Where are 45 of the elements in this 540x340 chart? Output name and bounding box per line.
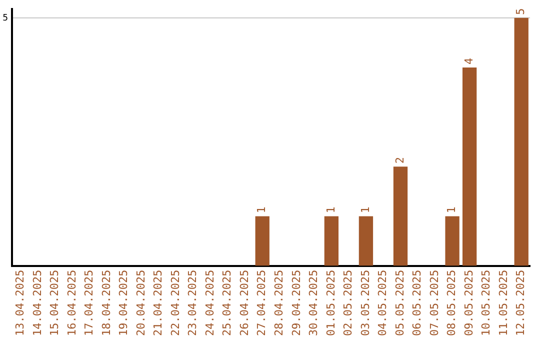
x-tick-label: 28.04.2025 [272,270,286,336]
data-label: 1 [255,206,268,214]
ref-line-label: 5 [2,13,8,24]
x-tick-label: 03.05.2025 [358,270,372,336]
x-tick-label: 25.04.2025 [220,270,234,336]
x-tick-label: 16.04.2025 [65,270,78,336]
x-tick-label: 26.04.2025 [238,270,251,336]
x-tick-label: 01.05.2025 [324,270,338,336]
x-tick-label: 15.04.2025 [48,270,62,336]
data-label: 1 [445,206,458,214]
x-tick-label: 27.04.2025 [255,270,268,336]
x-tick-label: 17.04.2025 [82,270,96,336]
x-tick-label: 13.04.2025 [13,270,26,336]
x-tick-label: 02.05.2025 [342,270,355,336]
x-tick-label: 19.04.2025 [117,270,130,336]
bar [514,18,528,266]
x-tick-label: 07.05.2025 [428,270,441,336]
x-tick-label: 08.05.2025 [445,270,458,336]
x-tick-label: 23.04.2025 [186,270,200,336]
x-tick-label: 21.04.2025 [152,270,165,336]
x-tick-label: 22.04.2025 [168,270,182,336]
data-label: 4 [462,57,476,64]
bar [393,166,408,266]
x-tick-label: 11.05.2025 [496,270,510,336]
x-tick-label: 06.05.2025 [410,270,424,336]
x-tick-label: 10.05.2025 [480,270,493,336]
data-label: 5 [514,8,528,15]
data-label: 2 [393,157,406,164]
x-tick-label: 24.04.2025 [203,270,216,336]
x-tick-label: 30.04.2025 [307,270,320,336]
x-tick-label: 09.05.2025 [462,270,476,336]
x-tick-label: 20.04.2025 [134,270,148,336]
bar [445,216,460,266]
data-label: 1 [324,206,338,214]
x-tick-label: 18.04.2025 [100,270,113,336]
x-tick-label: 12.05.2025 [514,270,528,336]
x-tick-label: 29.04.2025 [290,270,303,336]
bar [324,216,339,266]
bar [255,216,270,266]
x-tick-label: 04.05.2025 [376,270,390,336]
x-tick-label: 05.05.2025 [393,270,406,336]
x-tick-label: 14.04.2025 [30,270,44,336]
data-label: 1 [358,206,372,214]
bar [462,67,477,266]
bar [358,216,374,266]
